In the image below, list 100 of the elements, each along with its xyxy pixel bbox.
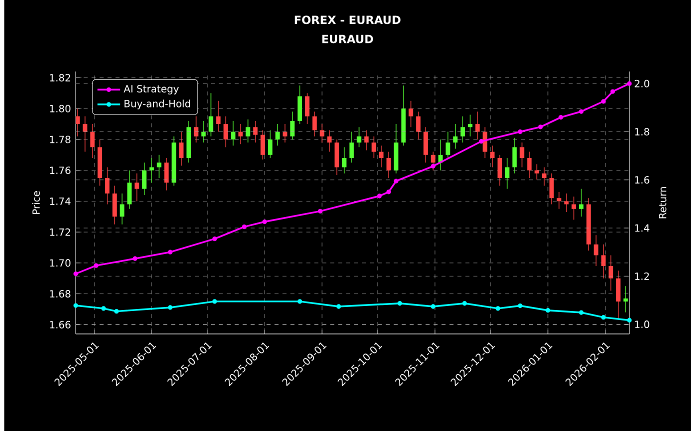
candlestick — [423, 126, 428, 163]
point — [558, 114, 564, 120]
candlestick — [120, 192, 124, 225]
point — [73, 303, 78, 308]
candlestick — [534, 164, 540, 180]
candlestick — [579, 188, 584, 217]
candlestick — [82, 116, 88, 152]
point — [297, 298, 302, 304]
candlestick — [490, 145, 495, 168]
y2-axis-title: Return — [658, 186, 666, 218]
candlestick — [142, 162, 147, 196]
candlestick — [304, 92, 310, 124]
candlestick — [386, 151, 391, 178]
y-tick-label: 1.80 — [50, 104, 70, 112]
candlestick — [268, 130, 272, 158]
candlestick — [230, 120, 236, 146]
y2-tick-label: 2.0 — [634, 80, 650, 88]
y-tick-label: 1.76 — [50, 166, 70, 174]
candlestick — [253, 120, 258, 143]
y-tick-label: 1.82 — [50, 74, 70, 82]
y2-tick-label: 1.8 — [635, 128, 650, 136]
point — [212, 298, 217, 304]
point — [601, 314, 606, 320]
y-tick-label: 1.70 — [50, 259, 70, 267]
point — [546, 308, 550, 312]
y2-tick-label: 1.6 — [635, 176, 650, 184]
candlestick — [601, 244, 606, 279]
point — [478, 138, 484, 144]
point — [168, 250, 173, 254]
point — [318, 208, 323, 214]
y2-tick-label: 1.0 — [635, 320, 650, 328]
candlestick — [127, 170, 132, 210]
point — [627, 318, 632, 322]
candlestick — [224, 116, 228, 148]
candlestick — [542, 166, 546, 186]
point — [132, 256, 138, 261]
point — [430, 164, 436, 168]
point — [578, 310, 584, 315]
candlestick — [416, 111, 421, 140]
candlestick — [238, 124, 243, 144]
candlestick — [275, 124, 280, 146]
candlestick — [482, 126, 488, 158]
chart-subtitle: EURAUD — [322, 34, 374, 44]
point — [578, 109, 584, 114]
point — [496, 306, 500, 311]
chart-title: FOREX - EURAUD — [294, 15, 400, 24]
candlestick — [216, 100, 221, 132]
candlestick — [475, 111, 480, 140]
candlestick — [327, 130, 332, 152]
point — [394, 178, 398, 184]
candlestick — [594, 234, 598, 266]
point — [336, 304, 342, 309]
candlestick — [520, 142, 524, 168]
candlestick — [608, 254, 614, 291]
candlestick — [446, 131, 450, 158]
legend-label: Buy-and-Hold — [124, 99, 190, 110]
point — [242, 224, 247, 229]
point — [627, 81, 632, 86]
candlestick — [149, 157, 154, 183]
candlestick — [379, 145, 384, 168]
candlestick — [156, 154, 162, 178]
candlestick — [105, 166, 110, 204]
point — [610, 89, 616, 94]
candlestick — [408, 100, 414, 128]
candlestick — [349, 131, 354, 163]
point — [262, 219, 267, 224]
candlestick — [260, 130, 265, 160]
candlestick — [76, 108, 80, 137]
candlestick — [290, 111, 295, 140]
candlestick — [504, 157, 510, 190]
y-axis-title: Price — [32, 190, 40, 214]
point — [518, 129, 522, 134]
candlestick — [201, 120, 206, 143]
candlestick — [430, 151, 436, 170]
y-tick-label: 1.78 — [50, 136, 70, 144]
candlestick — [320, 124, 324, 143]
legend-label: AI Strategy — [124, 84, 179, 94]
candlestick — [364, 130, 369, 150]
point — [377, 194, 382, 198]
point — [430, 304, 436, 309]
point — [94, 263, 98, 268]
candlestick — [208, 92, 214, 137]
y-tick-label: 1.72 — [50, 228, 70, 236]
candlestick — [90, 124, 95, 158]
candlestick — [623, 286, 628, 312]
candlestick — [527, 151, 532, 178]
y2-tick-label: 1.4 — [635, 224, 650, 232]
point — [212, 236, 217, 242]
candlestick — [282, 124, 288, 143]
y-tick-label: 1.66 — [50, 320, 70, 328]
point — [101, 306, 106, 311]
candlestick — [549, 172, 554, 204]
candlestick — [498, 154, 502, 186]
point — [538, 124, 543, 130]
point — [518, 303, 522, 308]
candlestick — [112, 185, 117, 225]
candlestick — [453, 124, 458, 149]
candlestick — [246, 118, 250, 143]
candlestick — [616, 270, 620, 319]
point — [386, 189, 392, 194]
